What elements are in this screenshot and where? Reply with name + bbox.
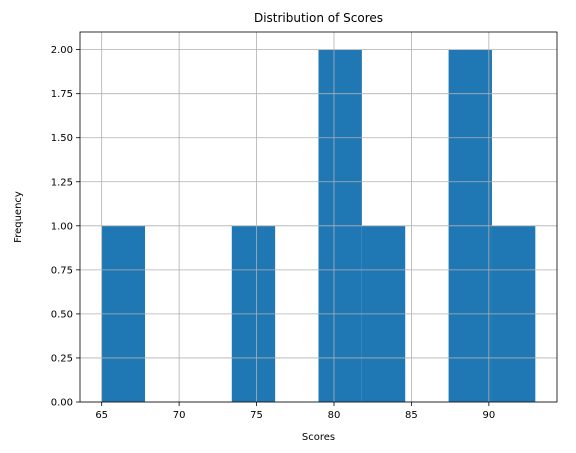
y-tick-label-8: 2.00: [51, 45, 73, 56]
y-tick-label-0: 0.00: [51, 398, 73, 409]
x-tick-label-2: 75: [250, 410, 263, 421]
y-tick-label-4: 1.00: [51, 221, 73, 232]
y-tick-label-7: 1.75: [51, 89, 73, 100]
y-tick-label-6: 1.50: [51, 133, 73, 144]
y-axis-label: Frequency: [13, 191, 24, 243]
y-tick-label-2: 0.50: [51, 309, 73, 320]
plot-frame: [79, 31, 558, 403]
x-tick-label-3: 80: [328, 410, 341, 421]
x-tick-label-4: 85: [405, 410, 418, 421]
x-axis-label: Scores: [302, 432, 335, 443]
x-axis-ticks: 65 70 75 80 85 90: [95, 402, 495, 421]
x-tick-label-0: 65: [95, 410, 108, 421]
y-tick-label-1: 0.25: [51, 353, 73, 364]
chart-title: Distribution of Scores: [254, 11, 383, 25]
y-axis-ticks: 0.00 0.25 0.50 0.75 1.00 1.25 1.50 1.75 2.00: [51, 45, 80, 409]
x-tick-label-1: 70: [173, 410, 186, 421]
y-tick-label-3: 0.75: [51, 265, 73, 276]
y-tick-label-5: 1.25: [51, 177, 73, 188]
x-tick-label-5: 90: [482, 410, 495, 421]
